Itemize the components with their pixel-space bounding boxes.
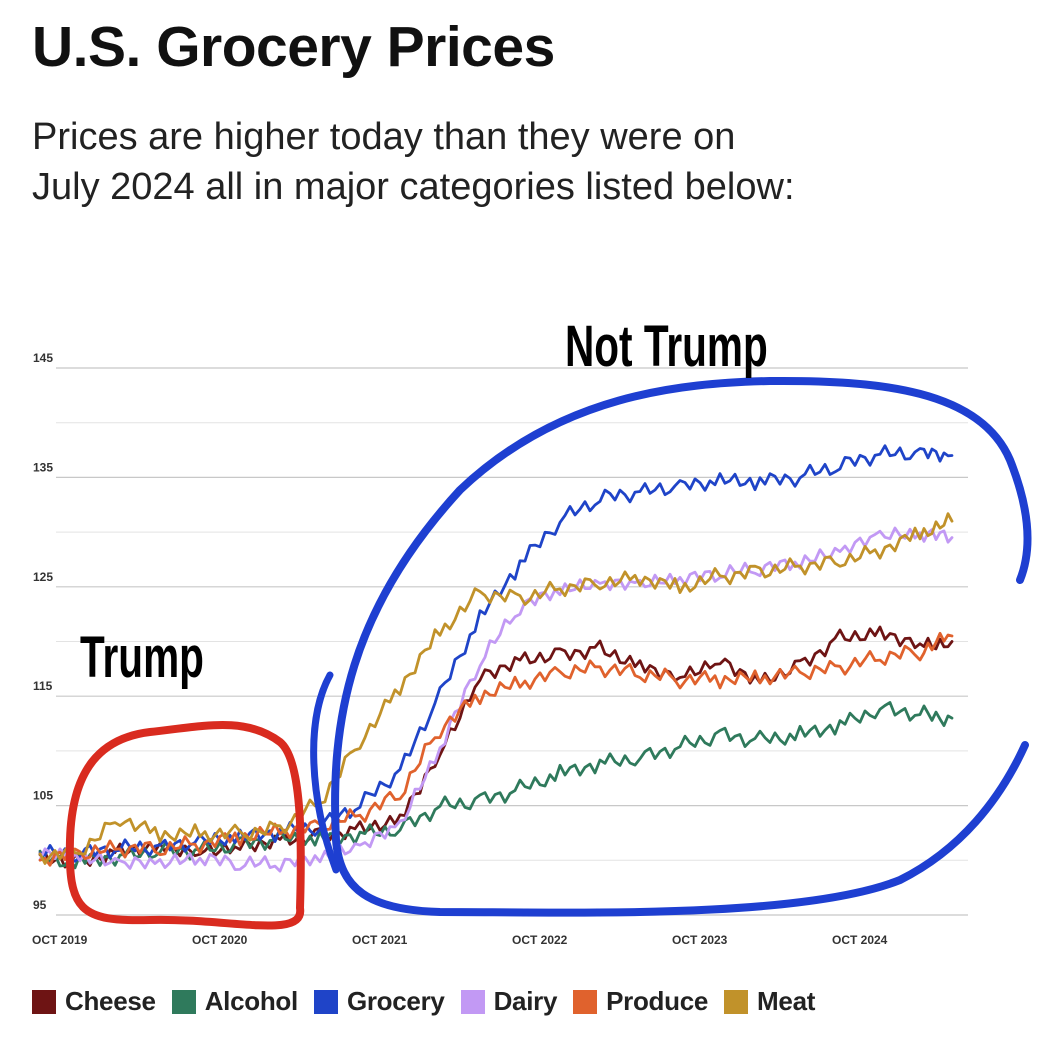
- series-line-meat: [38, 512, 954, 865]
- chart-subtitle: Prices are higher today than they were o…: [32, 112, 992, 212]
- x-tick-label: OCT 2020: [192, 933, 248, 947]
- legend-swatch: [32, 989, 56, 1014]
- y-tick-label: 105: [33, 789, 53, 803]
- legend-item-dairy: Dairy: [460, 986, 558, 1017]
- legend-swatch: [171, 989, 196, 1014]
- legend-swatch: [313, 989, 338, 1014]
- trump-circle: [65, 721, 305, 930]
- subtitle-line-1: Prices are higher today than they were o…: [32, 116, 736, 158]
- subtitle-line-2: July 2024 all in major categories listed…: [32, 166, 795, 208]
- legend-item-grocery: Grocery: [313, 986, 445, 1017]
- x-tick-label: OCT 2024: [832, 933, 888, 947]
- line-chart: 95 105 115 125 135 145 OCT 2019 OCT 2020 OCT 202…: [32, 314, 1032, 947]
- x-tick-label: OCT 2022: [512, 933, 568, 947]
- not-trump-stroke: [310, 671, 340, 874]
- legend-label: Produce: [606, 986, 709, 1016]
- legend-swatch: [724, 989, 749, 1014]
- y-tick-label: 95: [33, 898, 47, 912]
- legend-item-produce: Produce: [573, 986, 708, 1017]
- legend-swatch: [573, 989, 598, 1014]
- series-layer: [38, 444, 954, 873]
- y-tick-label: 115: [33, 679, 53, 693]
- legend-item-cheese: Cheese: [32, 986, 156, 1017]
- legend-label: Alcohol: [204, 986, 299, 1016]
- not-trump-circle: [331, 376, 1032, 917]
- grid-layer: 95 105 115 125 135 145 OCT 2019 OCT 2020 OCT 202…: [32, 351, 968, 947]
- legend-label: Meat: [757, 986, 816, 1016]
- y-tick-label: 125: [33, 570, 53, 584]
- y-tick-label: 145: [33, 351, 53, 365]
- x-tick-label: OCT 2021: [352, 933, 408, 947]
- legend-label: Grocery: [346, 986, 445, 1016]
- trump-label: Trump: [80, 625, 204, 690]
- x-tick-label: OCT 2019: [32, 933, 88, 947]
- legend-item-meat: Meat: [724, 986, 815, 1017]
- chart-legend: Cheese Alcohol Grocery Dairy Produce Meat: [32, 986, 831, 1017]
- series-line-dairy: [38, 526, 954, 873]
- annotation-layer: Trump Not Trump: [65, 314, 1032, 930]
- x-tick-label: OCT 2023: [672, 933, 728, 947]
- legend-label: Cheese: [65, 986, 156, 1016]
- y-tick-label: 135: [33, 460, 53, 474]
- chart-title: U.S. Grocery Prices: [32, 15, 555, 79]
- not-trump-label: Not Trump: [565, 314, 768, 379]
- series-line-produce: [38, 631, 954, 867]
- legend-label: Dairy: [493, 986, 558, 1016]
- legend-item-alcohol: Alcohol: [171, 986, 299, 1017]
- series-line-alcohol: [38, 701, 954, 870]
- legend-swatch: [460, 989, 485, 1014]
